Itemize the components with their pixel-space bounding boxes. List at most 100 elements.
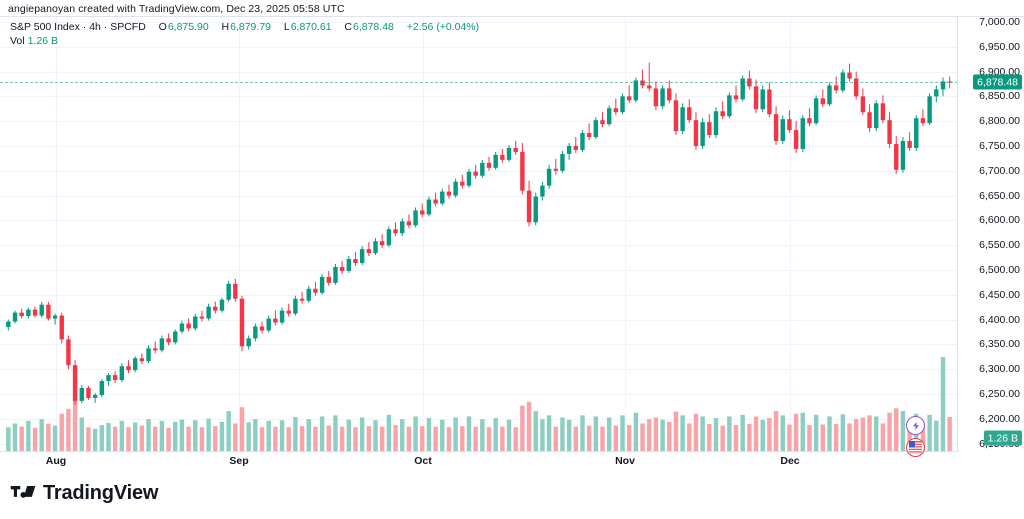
volume-bar (513, 427, 518, 451)
volume-bar (32, 427, 38, 451)
candle-body (700, 122, 705, 146)
candle-body (293, 298, 298, 314)
candle-body (213, 306, 218, 311)
candle-body (760, 89, 765, 110)
candle-body (173, 331, 178, 343)
price-scale-axis[interactable]: 7,000.00 6,950.00 6,900.00 6,850.00 6,800.00… (958, 15, 1024, 468)
candle-body (727, 95, 732, 117)
volume-bar (667, 421, 672, 451)
candle-body (867, 112, 872, 129)
candle-body (560, 153, 565, 171)
candle-body (379, 241, 385, 246)
volume-bar (279, 420, 285, 451)
candle-body (500, 154, 505, 160)
candle-body (653, 88, 659, 107)
candle-body (179, 323, 185, 332)
volume-bar (733, 425, 739, 451)
gridline-vertical (239, 17, 240, 451)
volume-bar (753, 416, 759, 451)
volume-bar (867, 415, 872, 451)
candle-body (740, 78, 745, 100)
time-tick-label: Oct (414, 455, 432, 467)
volume-bar (193, 420, 198, 451)
volume-bar (393, 425, 398, 451)
volume-bar (627, 425, 632, 451)
volume-bar (566, 419, 572, 451)
gridline-vertical (790, 17, 791, 451)
candle-body (106, 375, 111, 382)
candle-body (273, 318, 278, 323)
gridline-horizontal (0, 369, 957, 371)
volume-bar (299, 426, 305, 451)
volume-bar (59, 413, 64, 451)
volume-bar (326, 425, 331, 451)
candle-body (620, 96, 625, 113)
volume-bar (673, 411, 679, 451)
candle-body (513, 147, 518, 152)
volume-bar (807, 425, 812, 451)
volume-bar (660, 419, 665, 451)
gridline-horizontal (0, 46, 957, 48)
candle-body (627, 96, 632, 101)
candle-body (226, 283, 231, 300)
price-tick-label: 6,950.00 (979, 40, 1020, 53)
volume-bar (693, 413, 699, 451)
price-tick-label: 6,450.00 (979, 288, 1020, 301)
candle-body (546, 168, 552, 186)
time-tick-label: Aug (45, 455, 67, 467)
candle-body (553, 168, 558, 171)
candle-body (99, 381, 105, 395)
price-tick-label: 6,650.00 (979, 189, 1020, 202)
chart-plot-area[interactable] (0, 17, 958, 451)
price-tick-label: 6,850.00 (979, 90, 1020, 103)
candle-body (153, 348, 158, 351)
volume-bar (52, 425, 58, 451)
volume-bar (19, 426, 24, 451)
candle-body (840, 72, 846, 91)
volume-bar (586, 425, 592, 451)
lightning-bolt-icon[interactable] (906, 416, 925, 435)
candle-body (119, 366, 125, 381)
volume-bar (647, 419, 652, 451)
volume-bar (453, 417, 458, 451)
volume-bar (580, 415, 585, 451)
time-scale-axis[interactable]: Aug Sep Oct Nov Dec (0, 451, 958, 468)
volume-bar (920, 424, 926, 451)
gridline-horizontal (0, 96, 957, 98)
candle-body (446, 191, 452, 196)
gridline-horizontal (0, 145, 957, 147)
volume-bar (433, 426, 438, 451)
volume-bar (420, 426, 425, 451)
volume-bar (306, 419, 311, 451)
gridline-horizontal (0, 195, 957, 197)
candle-body (820, 98, 826, 105)
candle-body (733, 95, 739, 100)
volume-bar (266, 420, 271, 451)
volume-bar (406, 426, 412, 451)
candle-body (780, 119, 785, 141)
us-flag-icon[interactable] (906, 438, 925, 457)
volume-bar (92, 428, 98, 451)
candle-body (420, 210, 425, 215)
volume-bar (493, 418, 498, 451)
candle-body (246, 338, 251, 347)
price-tick-label: 7,000.00 (979, 15, 1020, 28)
gridline-horizontal (0, 344, 957, 346)
volume-bar (206, 418, 211, 451)
volume-bar (833, 423, 839, 451)
candle-body (533, 196, 538, 223)
candle-body (667, 88, 672, 101)
volume-bar (707, 423, 712, 451)
volume-bar (132, 422, 138, 451)
candle-body (506, 147, 512, 160)
volume-bar (713, 418, 719, 451)
volume-bar (940, 357, 946, 451)
candle-body (52, 315, 58, 319)
volume-bar (500, 426, 505, 451)
volume-bar (253, 419, 258, 451)
volume-bar (139, 425, 145, 451)
candle-body (687, 107, 692, 121)
volume-bar (894, 408, 899, 451)
candle-body (346, 259, 352, 271)
